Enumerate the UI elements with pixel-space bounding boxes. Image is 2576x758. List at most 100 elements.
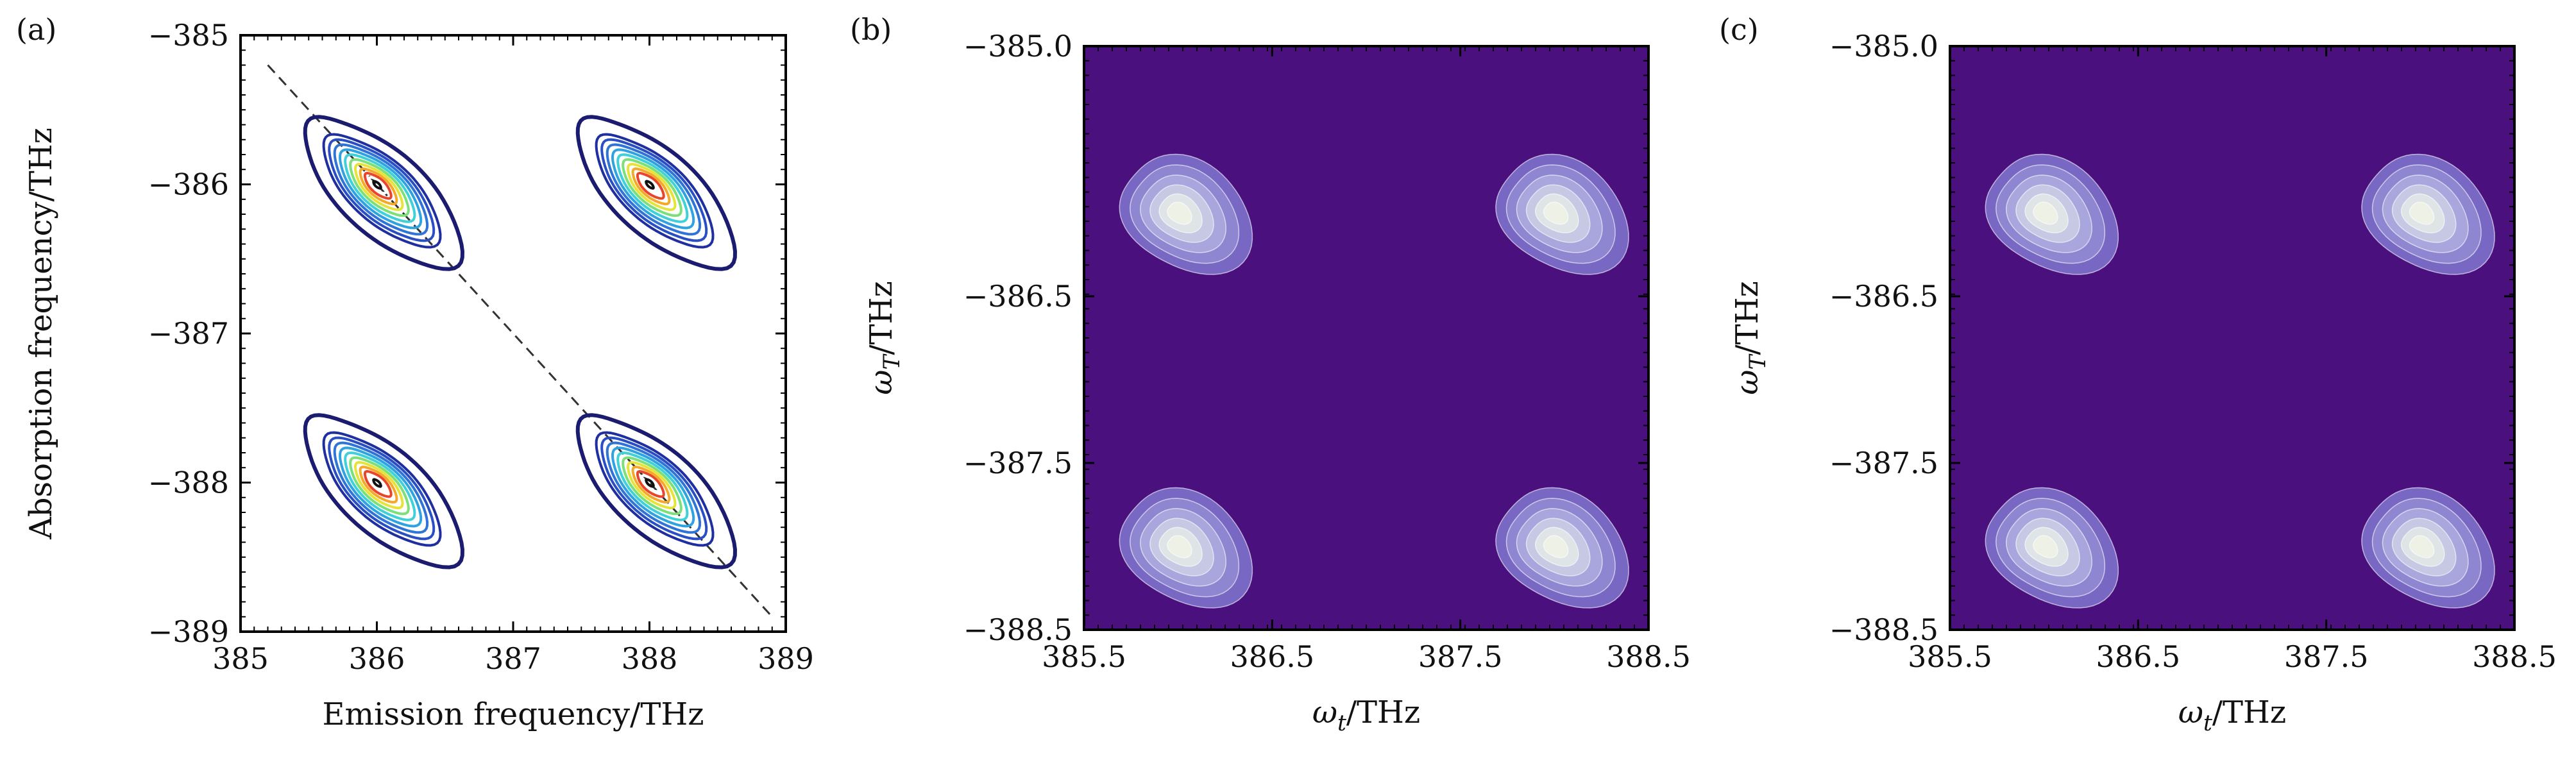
y-tick-label: −386.5 bbox=[1829, 279, 1938, 314]
contour-line bbox=[645, 478, 655, 488]
x-tick-label: 388.5 bbox=[2472, 639, 2557, 674]
contour-line bbox=[611, 446, 695, 528]
contour-line bbox=[600, 138, 708, 242]
filled-level bbox=[1167, 535, 1192, 559]
contour-peak bbox=[303, 413, 465, 569]
x-tick-label: 387.5 bbox=[1418, 639, 1503, 674]
x-tick-label: 385.5 bbox=[1042, 639, 1126, 674]
y-tick-label: −387.5 bbox=[1829, 446, 1938, 480]
contour-line bbox=[606, 441, 702, 534]
x-axis: 385.5 386.5 387.5 388.5 bbox=[1908, 46, 2557, 674]
y-axis: −385.0 −386.5 −387.5 −388.5 bbox=[963, 29, 1648, 647]
filled-level bbox=[2409, 535, 2435, 559]
plot-background bbox=[241, 35, 786, 632]
y-tick-label: −389 bbox=[148, 614, 229, 649]
contour-line bbox=[626, 460, 677, 510]
filled-level bbox=[1543, 201, 1569, 225]
plot-area bbox=[1950, 46, 2514, 630]
y-axis-label-subscript: T bbox=[1745, 353, 1771, 370]
contour-line bbox=[349, 158, 410, 217]
filled-level bbox=[2409, 201, 2435, 225]
contour-line bbox=[353, 460, 404, 510]
y-tick-label: −385 bbox=[148, 18, 229, 53]
filled-peak bbox=[1495, 487, 1629, 609]
contour-line bbox=[363, 171, 393, 200]
chart-panel-0: (a) 385 386 387 388 389 −385 −386 −387 −388 −389 Em… bbox=[16, 12, 814, 732]
contour-line bbox=[600, 436, 708, 541]
filled-peak bbox=[1495, 153, 1629, 275]
x-tick-label: 385.5 bbox=[1908, 639, 1992, 674]
x-axis: 385 386 387 388 389 bbox=[212, 35, 814, 676]
x-tick-label: 386 bbox=[349, 641, 405, 676]
y-axis-label-text: ωT/THz bbox=[863, 281, 905, 395]
y-axis-label-text: ωT/THz bbox=[1729, 281, 1771, 395]
x-tick-label: 388.5 bbox=[1606, 639, 1691, 674]
x-axis-label-unit: /THz bbox=[1346, 695, 1420, 730]
x-tick-label: 389 bbox=[758, 641, 814, 676]
filled-level bbox=[1167, 201, 1192, 225]
x-tick-label: 386.5 bbox=[2096, 639, 2180, 674]
x-tick-label: 387 bbox=[485, 641, 541, 676]
filled-peak bbox=[2361, 487, 2495, 609]
x-tick-label: 385 bbox=[212, 641, 269, 676]
x-axis-label-symbol: ω bbox=[2178, 695, 2203, 730]
contour-line bbox=[349, 456, 410, 516]
filled-peak bbox=[2361, 153, 2495, 275]
contour-line bbox=[303, 413, 465, 569]
contour-line bbox=[372, 180, 382, 190]
contour-line bbox=[333, 441, 429, 534]
contour-line bbox=[368, 176, 387, 195]
contour-line bbox=[344, 451, 416, 521]
panel-label: (b) bbox=[850, 12, 892, 47]
contour-line bbox=[636, 171, 665, 200]
filled-level bbox=[1543, 535, 1569, 559]
contour-line bbox=[333, 143, 429, 236]
contour-line bbox=[303, 115, 465, 271]
contour-line bbox=[616, 451, 689, 521]
contour-line bbox=[622, 456, 682, 516]
y-axis-label-symbol: ω bbox=[1729, 370, 1765, 395]
y-tick-label: −385.0 bbox=[963, 29, 1072, 63]
contour-line bbox=[372, 478, 382, 488]
contour-line bbox=[595, 431, 715, 547]
plot-area bbox=[241, 35, 786, 632]
contour-line bbox=[322, 431, 442, 547]
contour-line bbox=[328, 138, 436, 242]
filled-peak bbox=[1119, 153, 1253, 275]
contour-line bbox=[575, 413, 738, 569]
contour-line bbox=[344, 153, 416, 223]
contour-line bbox=[640, 474, 660, 493]
filled-peak bbox=[1119, 487, 1253, 609]
filled-level bbox=[2033, 535, 2058, 559]
x-axis-label-symbol: ω bbox=[1312, 695, 1337, 730]
contour-line bbox=[359, 466, 398, 504]
x-tick-label: 386.5 bbox=[1230, 639, 1314, 674]
x-axis-label: Emission frequency/THz bbox=[322, 696, 704, 732]
y-axis-label: ωT/THz bbox=[1729, 281, 1771, 395]
contour-line bbox=[359, 167, 398, 206]
contour-line bbox=[616, 153, 689, 223]
contour-line bbox=[636, 469, 665, 498]
contour-line bbox=[611, 148, 695, 230]
y-tick-label: −387.5 bbox=[963, 446, 1072, 480]
x-tick-label: 387.5 bbox=[2284, 639, 2369, 674]
y-tick-label: −388.5 bbox=[1829, 612, 1938, 647]
y-axis-label: Absorption frequency/THz bbox=[23, 128, 59, 540]
contour-line bbox=[645, 180, 655, 190]
x-axis-label-unit: /THz bbox=[2212, 695, 2286, 730]
filled-level bbox=[2033, 201, 2058, 225]
contour-line bbox=[338, 148, 423, 230]
y-axis-label-symbol: ω bbox=[863, 370, 899, 395]
contour-line bbox=[353, 162, 404, 212]
panel-label: (a) bbox=[16, 12, 56, 47]
x-axis: 385.5 386.5 387.5 388.5 bbox=[1042, 46, 1691, 674]
contour-line bbox=[640, 176, 660, 195]
y-tick-label: −386 bbox=[148, 167, 229, 202]
y-axis-label-subscript: T bbox=[879, 353, 905, 370]
contour-line bbox=[338, 446, 423, 528]
contour-peak bbox=[303, 115, 465, 271]
plot-area bbox=[1084, 46, 1648, 630]
contour-line bbox=[631, 466, 671, 504]
y-axis: −385.0 −386.5 −387.5 −388.5 bbox=[1829, 29, 2514, 647]
